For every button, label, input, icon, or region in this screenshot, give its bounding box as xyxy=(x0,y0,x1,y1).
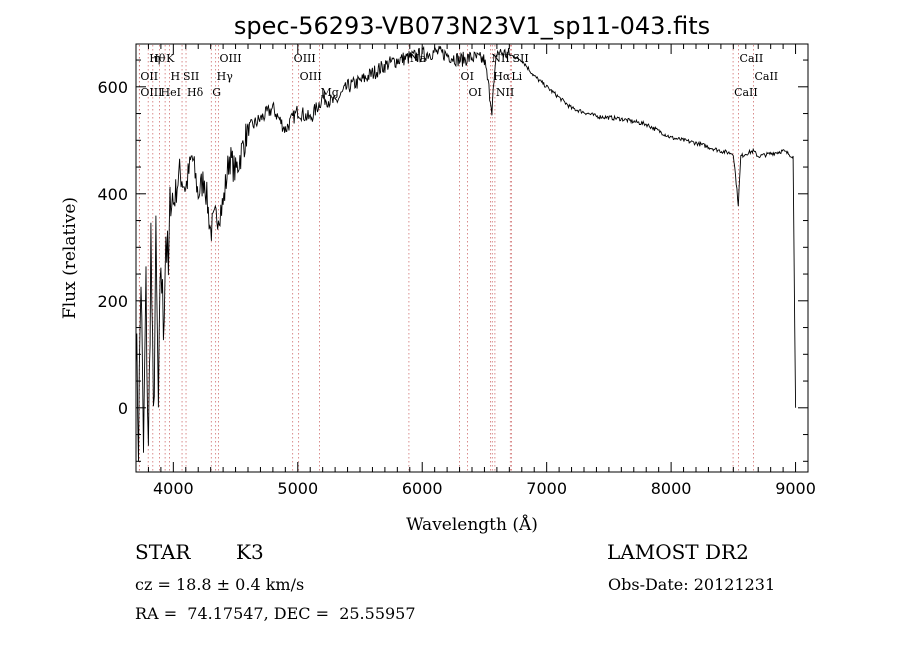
x-tick-label-8000: 8000 xyxy=(651,479,692,498)
y-tick-label-400: 400 xyxy=(97,185,128,204)
marker-label-22: Li xyxy=(511,70,522,83)
marker-label-12: OIII xyxy=(294,52,316,65)
marker-label-4: H xyxy=(170,70,180,83)
plot-frame xyxy=(135,43,809,473)
marker-label-11: G xyxy=(212,86,221,99)
chart-title: spec-56293-VB073N23V1_sp11-043.fits xyxy=(234,12,710,40)
marker-label-0: Hθ xyxy=(149,52,166,65)
x-tick-label-4000: 4000 xyxy=(153,479,194,498)
marker-label-17: OI xyxy=(469,86,482,99)
x-tick-label-5000: 5000 xyxy=(277,479,318,498)
marker-label-20: NII xyxy=(496,86,514,99)
marker-label-16: OI xyxy=(461,70,474,83)
marker-label-23: CaII xyxy=(734,86,758,99)
marker-label-10: Hγ xyxy=(217,70,234,83)
redshift-text: cz = 18.8 ± 0.4 km/s xyxy=(135,575,305,594)
obs-date: Obs-Date: 20121231 xyxy=(608,575,776,594)
x-axis-label: Wavelength (Å) xyxy=(406,514,538,535)
marker-label-5: HeI xyxy=(161,86,181,99)
object-subclass: K3 xyxy=(236,540,264,564)
y-tick-label-0: 0 xyxy=(118,399,128,418)
marker-label-9: OIII xyxy=(220,52,242,65)
y-tick-label-200: 200 xyxy=(97,292,128,311)
marker-label-2: OIII xyxy=(140,86,162,99)
x-tick-label-6000: 6000 xyxy=(402,479,443,498)
marker-label-7: SII xyxy=(183,70,199,83)
x-tick-label-7000: 7000 xyxy=(526,479,567,498)
marker-label-13: OIII xyxy=(300,70,322,83)
marker-label-19: Hα xyxy=(493,70,511,83)
marker-label-3: K xyxy=(166,52,175,65)
y-axis-label: Flux (relative) xyxy=(60,197,80,319)
marker-label-6: η xyxy=(154,52,161,65)
spectrum-series-line xyxy=(135,45,797,462)
marker-label-8: Hδ xyxy=(187,86,204,99)
marker-label-24: CaII xyxy=(740,52,764,65)
coordinates-text: RA = 74.17547, DEC = 25.55957 xyxy=(135,604,416,623)
marker-label-21: SII xyxy=(512,52,528,65)
object-class: STAR xyxy=(135,540,191,564)
survey-name: LAMOST DR2 xyxy=(607,540,749,564)
marker-label-25: CaII xyxy=(754,70,778,83)
x-tick-label-9000: 9000 xyxy=(775,479,816,498)
y-tick-label-600: 600 xyxy=(97,78,128,97)
marker-label-1: OII xyxy=(140,70,158,83)
